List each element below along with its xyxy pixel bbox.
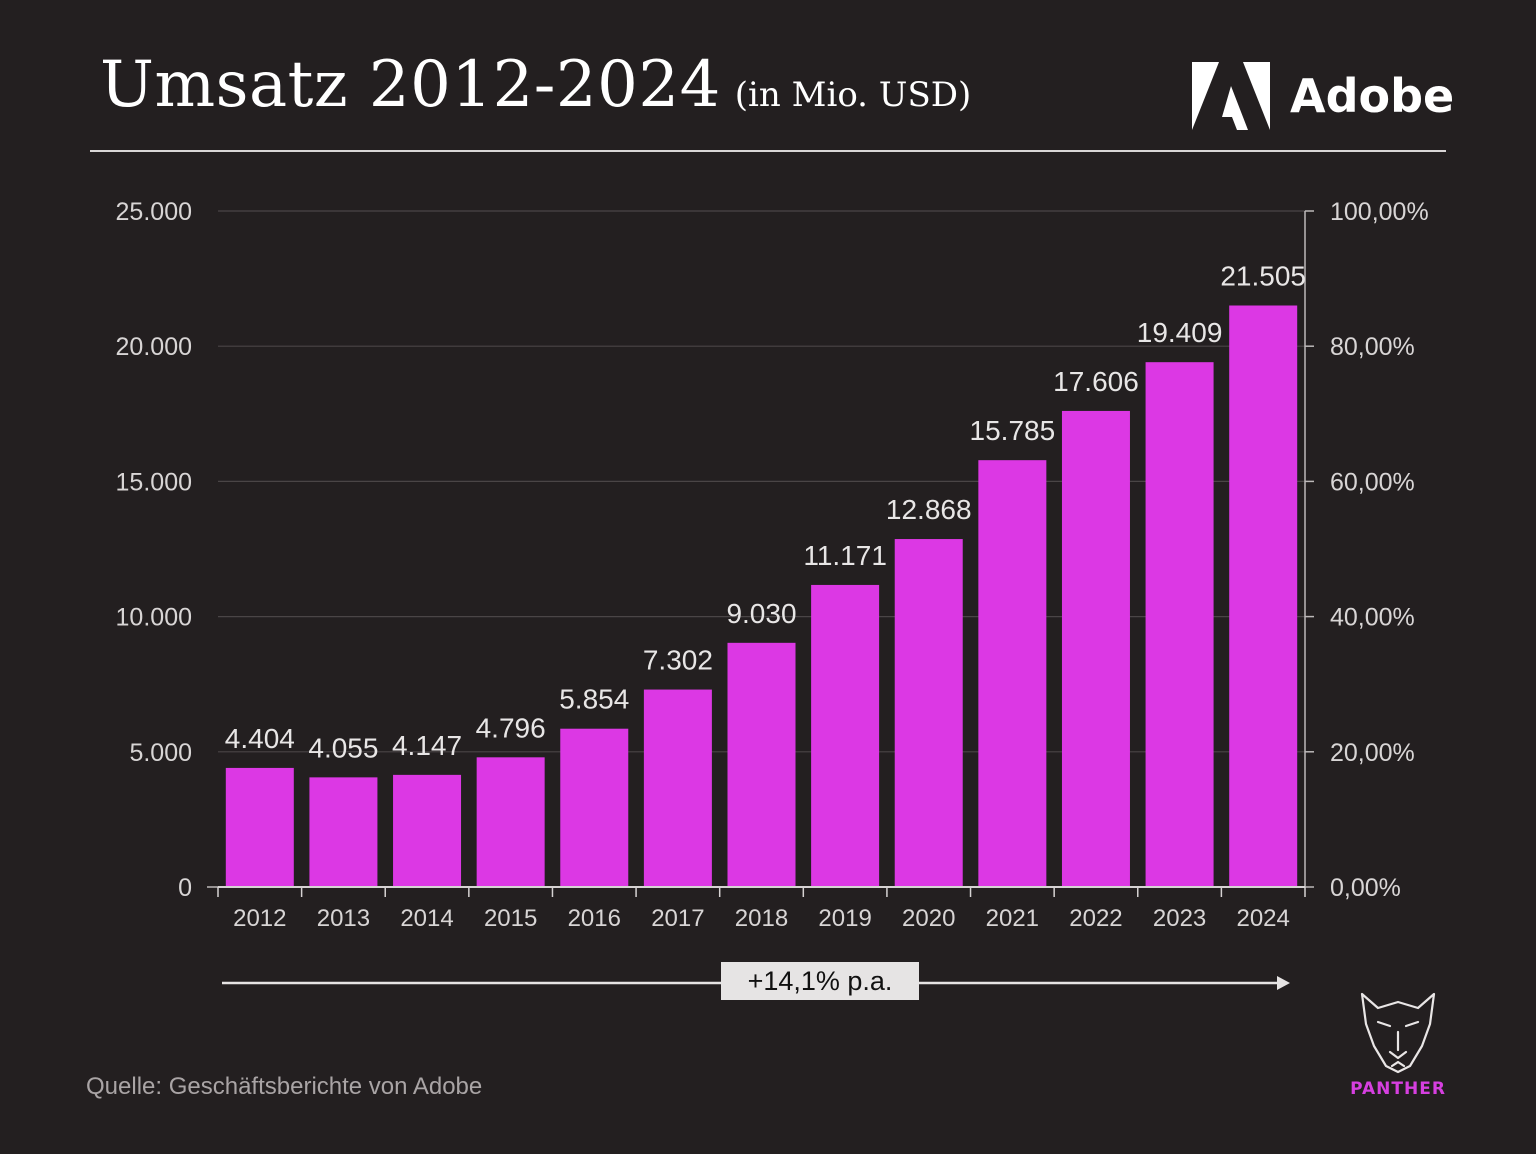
bar (978, 460, 1047, 887)
y2-tick-label: 20,00% (1330, 739, 1415, 767)
data-label: 17.606 (1053, 366, 1139, 397)
bar (894, 539, 963, 887)
y2-tick-label: 0,00% (1330, 874, 1401, 902)
y-tick-label: 0 (178, 874, 192, 902)
y-tick-label: 25.000 (116, 198, 192, 226)
title-unit: (in Mio. USD) (734, 75, 972, 115)
bar (476, 757, 545, 887)
data-label: 12.868 (886, 494, 972, 525)
y2-tick-label: 60,00% (1330, 468, 1415, 496)
bar (309, 777, 378, 887)
adobe-logo-icon (1192, 62, 1270, 130)
panther-head-icon (1360, 992, 1436, 1074)
y2-tick-label: 80,00% (1330, 333, 1415, 361)
x-tick-label: 2016 (568, 905, 621, 932)
brand-logo: Adobe (1192, 62, 1454, 130)
bar (560, 728, 629, 887)
x-tick-label: 2018 (735, 905, 788, 932)
bar (1145, 362, 1214, 887)
y-tick-label: 20.000 (116, 333, 192, 361)
y-tick-label: 5.000 (129, 739, 192, 767)
x-tick-label: 2024 (1236, 905, 1289, 932)
bar (225, 767, 294, 887)
x-tick-label: 2020 (902, 905, 955, 932)
x-tick-label: 2017 (651, 905, 704, 932)
data-label: 15.785 (970, 415, 1056, 446)
growth-annotation: +14,1% p.a. (721, 962, 919, 1000)
panther-name: PANTHER (1350, 1079, 1446, 1099)
chart-title: Umsatz 2012-2024 (in Mio. USD) (100, 48, 971, 122)
panther-logo: PANTHER (1346, 988, 1450, 1099)
x-tick-label: 2015 (484, 905, 537, 932)
brand-name: Adobe (1290, 69, 1455, 123)
data-label: 11.171 (803, 540, 887, 571)
bar (1061, 410, 1130, 887)
x-tick-label: 2012 (233, 905, 286, 932)
x-tick-label: 2013 (317, 905, 370, 932)
y-tick-label: 10.000 (116, 604, 192, 632)
data-label: 7.302 (643, 645, 713, 676)
data-label: 5.854 (559, 684, 629, 715)
bar (727, 642, 796, 887)
x-tick-label: 2022 (1069, 905, 1122, 932)
x-tick-label: 2021 (986, 905, 1039, 932)
data-label: 4.404 (225, 723, 295, 754)
title-divider (90, 150, 1446, 152)
x-tick-label: 2023 (1153, 905, 1206, 932)
y2-tick-label: 100,00% (1330, 198, 1429, 226)
data-label: 19.409 (1137, 317, 1223, 348)
data-label: 9.030 (726, 598, 796, 629)
y-tick-label: 15.000 (116, 468, 192, 496)
y2-tick-label: 40,00% (1330, 604, 1415, 632)
data-label: 21.505 (1220, 261, 1306, 292)
x-tick-label: 2014 (400, 905, 453, 932)
bar (643, 689, 712, 887)
bar (811, 584, 880, 887)
bar (1229, 305, 1298, 888)
data-label: 4.796 (476, 712, 546, 743)
data-label: 4.147 (392, 730, 462, 761)
data-label: 4.055 (308, 732, 378, 763)
growth-arrow-head (1277, 976, 1290, 990)
title-main: Umsatz 2012-2024 (100, 48, 721, 122)
x-tick-label: 2019 (818, 905, 871, 932)
bar (393, 774, 462, 887)
source-note: Quelle: Geschäftsberichte von Adobe (86, 1073, 483, 1100)
